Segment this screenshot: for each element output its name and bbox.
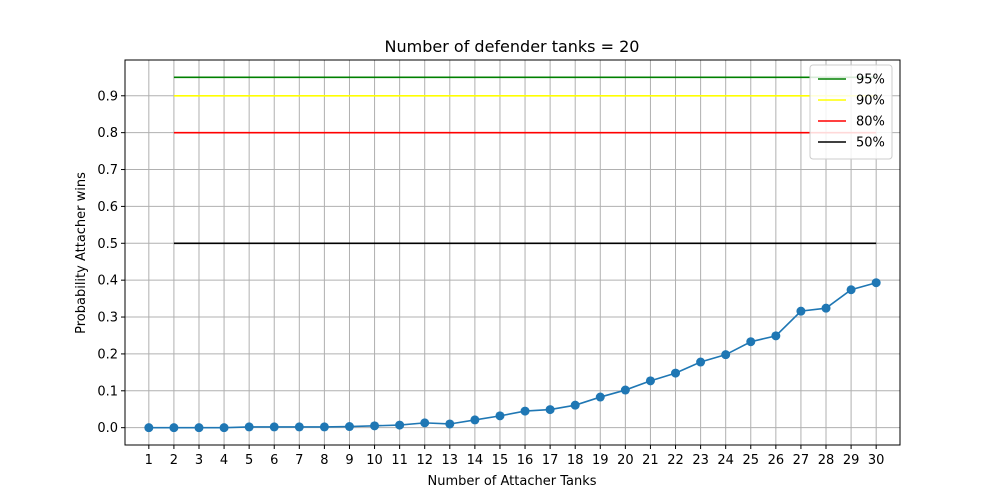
x-tick-label: 7 (295, 453, 303, 468)
legend-label: 95% (856, 73, 885, 88)
x-tick-label: 1 (145, 453, 153, 468)
data-point (871, 278, 881, 288)
data-point (696, 357, 706, 367)
x-tick-label: 27 (793, 453, 810, 468)
data-point (796, 306, 806, 316)
data-point (620, 385, 630, 395)
data-point (344, 422, 354, 432)
reference-lines (173, 76, 877, 245)
x-tick-label: 20 (617, 453, 634, 468)
x-tick-label: 11 (391, 453, 408, 468)
x-tick-label: 16 (517, 453, 534, 468)
x-tick-label: 13 (442, 453, 459, 468)
y-tick-label: 0.2 (97, 347, 118, 362)
y-tick-label: 0.9 (97, 89, 118, 104)
legend-label: 50% (856, 136, 885, 151)
y-tick-label: 0.4 (97, 274, 118, 289)
data-point (595, 392, 605, 402)
data-point (144, 423, 154, 433)
data-point (645, 376, 655, 386)
y-tick-label: 0.0 (97, 421, 118, 436)
y-tick-label: 0.5 (97, 237, 118, 252)
data-point (671, 368, 681, 378)
data-point (771, 331, 781, 341)
data-point (370, 421, 380, 431)
plot-frame (124, 59, 901, 446)
data-point (219, 423, 229, 433)
x-tick-label: 10 (366, 453, 383, 468)
data-point (495, 411, 505, 421)
x-tick-label: 22 (667, 453, 684, 468)
y-tick-label: 0.7 (97, 163, 118, 178)
data-point (520, 406, 530, 416)
x-tick-label: 17 (542, 453, 559, 468)
x-tick-label: 8 (320, 453, 328, 468)
x-tick-label: 4 (220, 453, 228, 468)
x-tick-label: 3 (195, 453, 203, 468)
x-tick-label: 28 (818, 453, 835, 468)
y-tick-label: 0.8 (97, 126, 118, 141)
data-point (846, 285, 856, 295)
data-point (420, 418, 430, 428)
x-tick-label: 24 (717, 453, 734, 468)
x-tick-label: 26 (768, 453, 785, 468)
data-point (746, 337, 756, 347)
x-tick-label: 29 (843, 453, 860, 468)
data-series (144, 278, 881, 433)
data-point (269, 422, 279, 432)
x-tick-label: 23 (692, 453, 709, 468)
x-tick-label: 14 (467, 453, 484, 468)
legend: 95% 90% 80% 50% (809, 64, 893, 160)
data-point (395, 420, 405, 430)
data-point (821, 303, 831, 313)
x-tick-label: 15 (492, 453, 509, 468)
legend-box (809, 64, 893, 160)
x-tick-label: 5 (245, 453, 253, 468)
x-tick-label: 12 (416, 453, 433, 468)
legend-label: 90% (856, 94, 885, 109)
legend-label: 80% (856, 115, 885, 130)
data-point (294, 422, 304, 432)
x-tick-label: 18 (567, 453, 584, 468)
data-point (545, 405, 555, 415)
chart-title: Number of defender tanks = 20 (385, 37, 640, 56)
y-tick-label: 0.6 (97, 200, 118, 215)
data-point (169, 423, 179, 433)
y-axis-label: Probability Attacher wins (74, 172, 89, 334)
data-point (470, 415, 480, 425)
x-tick-label: 19 (592, 453, 609, 468)
data-point (194, 423, 204, 433)
x-tick-label: 9 (345, 453, 353, 468)
x-axis-label: Number of Attacher Tanks (428, 474, 597, 489)
data-point (244, 422, 254, 432)
y-tick-label: 0.3 (97, 311, 118, 326)
x-tick-label: 30 (868, 453, 885, 468)
data-point (570, 400, 580, 410)
data-point (721, 350, 731, 360)
x-tick-label: 2 (170, 453, 178, 468)
y-tick-label: 0.1 (97, 384, 118, 399)
x-tick-label: 25 (742, 453, 759, 468)
data-point (319, 422, 329, 432)
data-point (445, 419, 455, 429)
axis-ticks: 1 2 3 4 5 6 7 8 9 10 11 12 13 14 15 16 17 18 19 20 21 22 23 24 2… (97, 89, 884, 468)
x-tick-label: 21 (642, 453, 659, 468)
x-tick-label: 6 (270, 453, 278, 468)
